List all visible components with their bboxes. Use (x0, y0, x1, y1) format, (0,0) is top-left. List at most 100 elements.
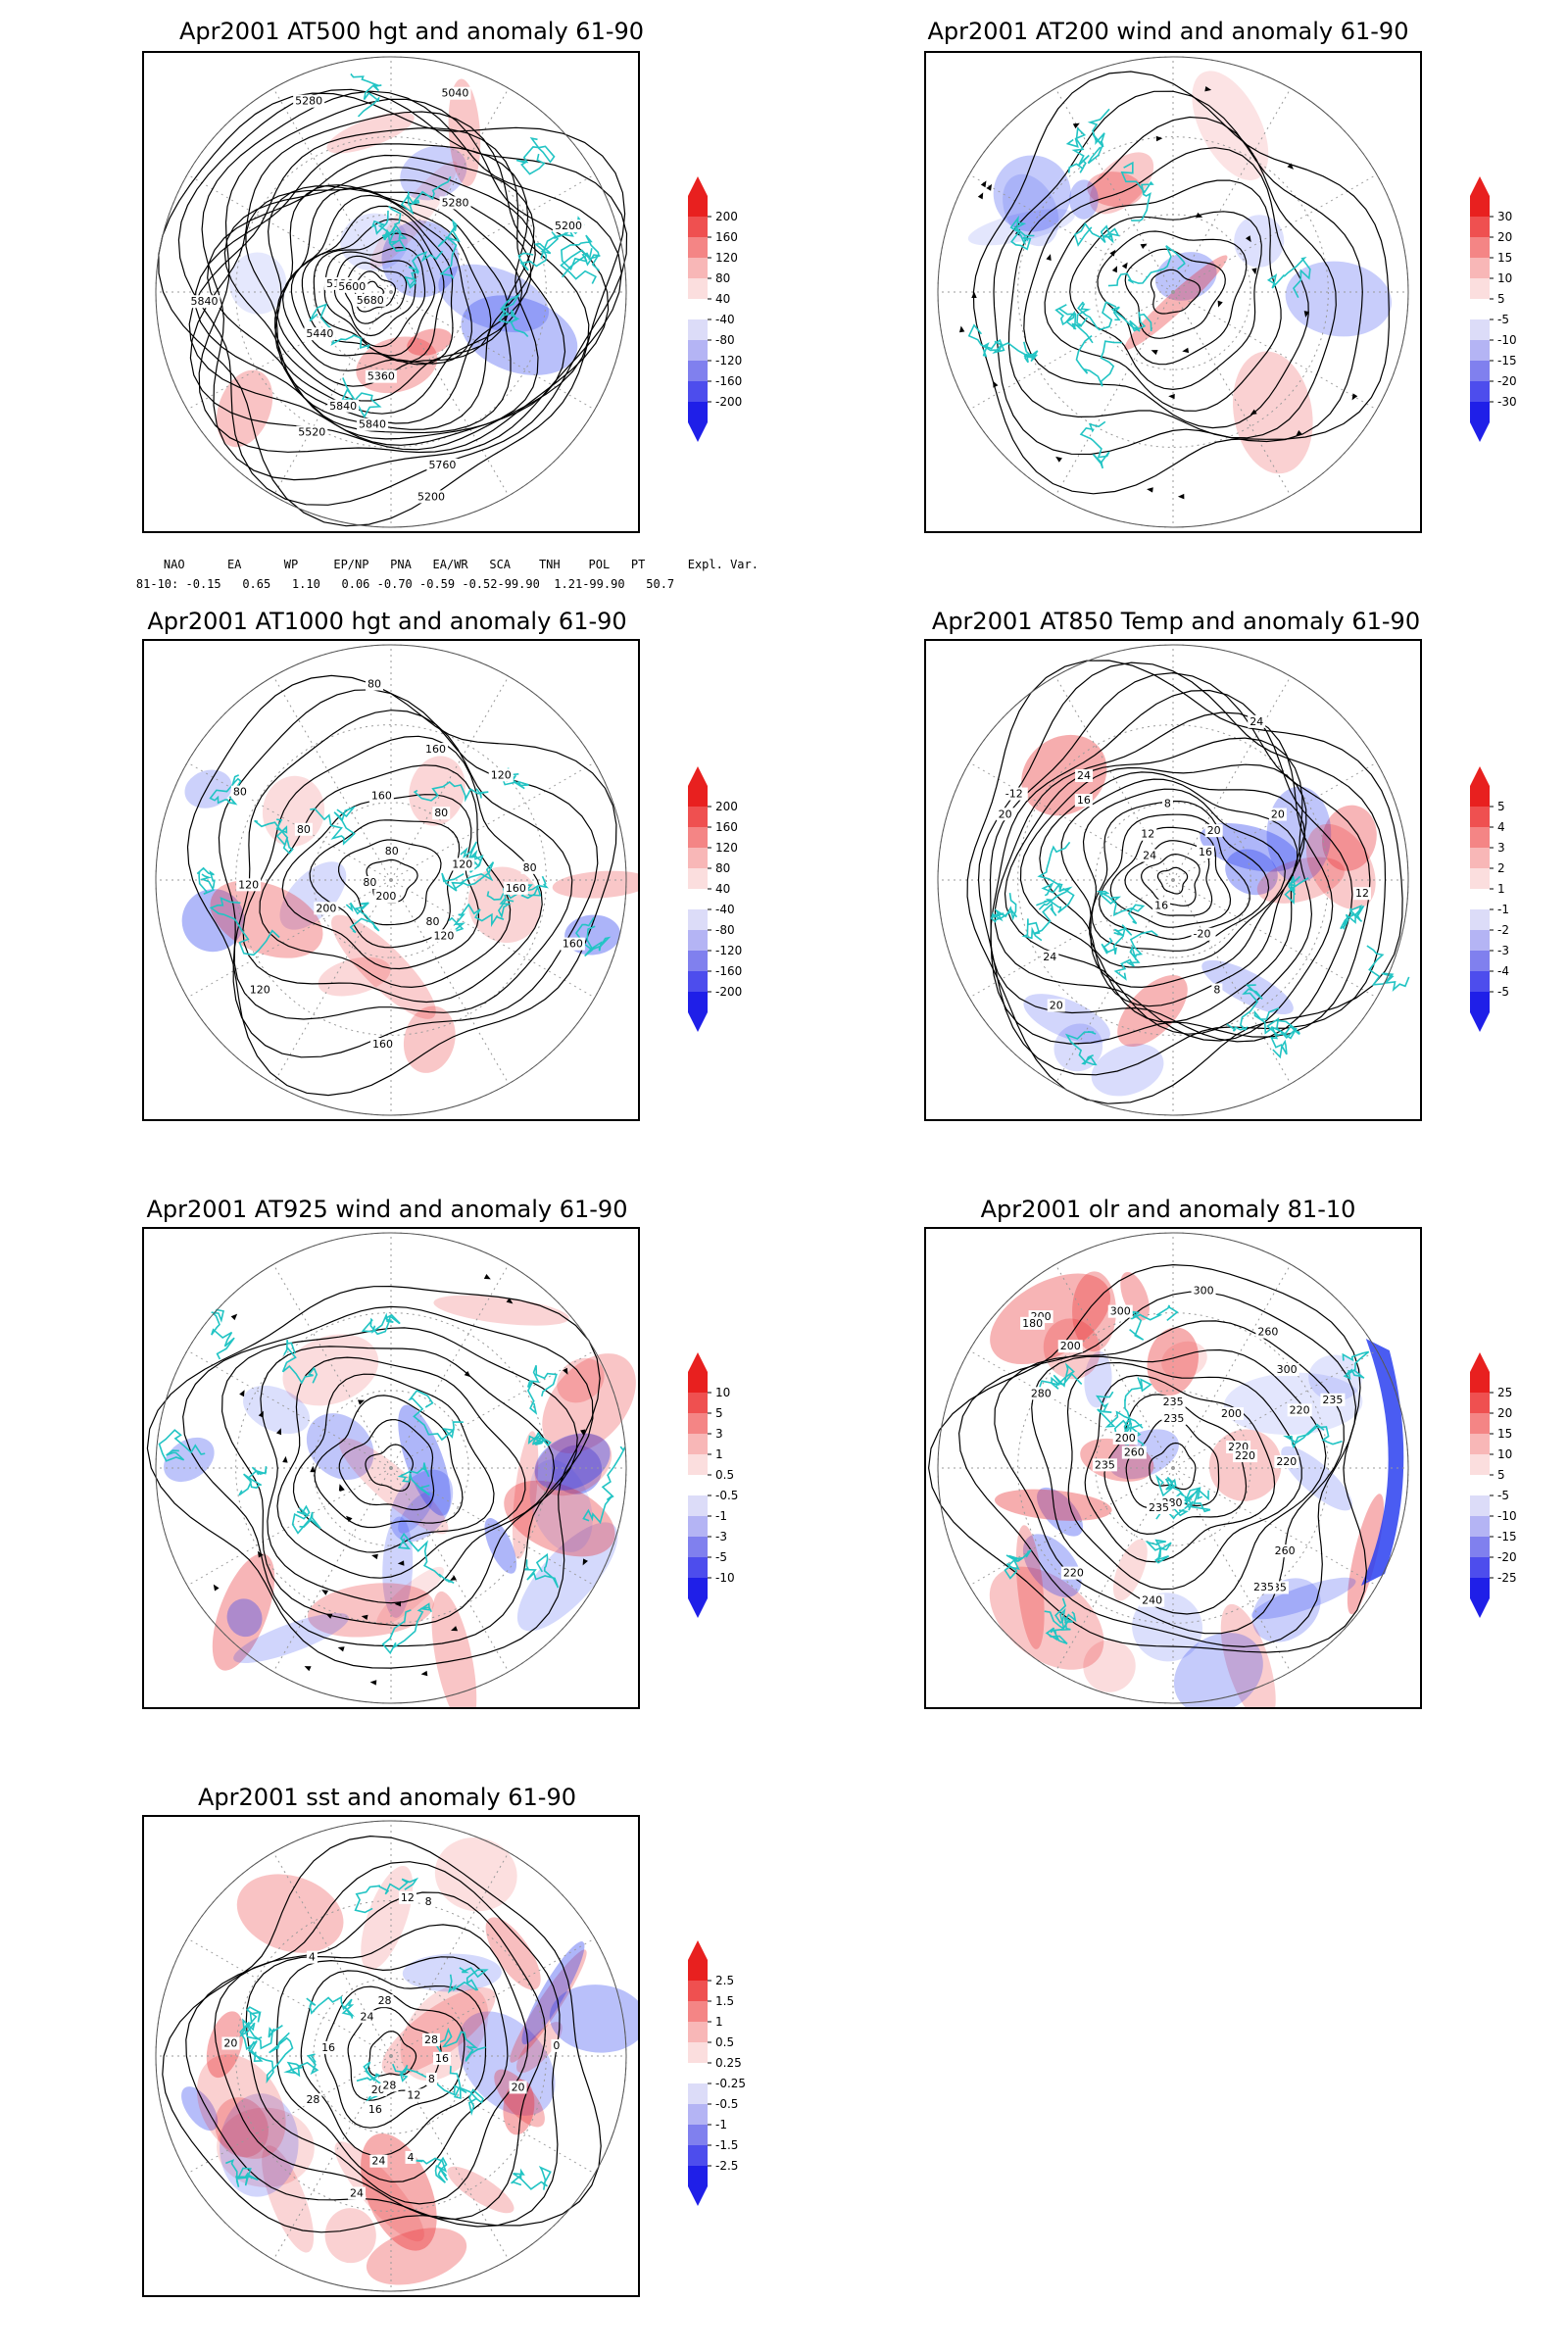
colorbar-label: -120 (715, 354, 742, 368)
contour-line (158, 92, 626, 527)
colorbar-label: -1.5 (715, 2138, 738, 2152)
contour-label: 28 (424, 2034, 438, 2046)
colorbar-segment (688, 2083, 708, 2104)
contour-label-bg (365, 369, 397, 383)
contour-line (1084, 1374, 1276, 1563)
colorbar-label: -80 (715, 923, 735, 937)
coastline (1366, 945, 1410, 992)
contour-label-bg (230, 785, 249, 799)
positive-anomaly-area (324, 2208, 376, 2264)
wind-arrow (1250, 409, 1257, 416)
negative-anomaly-area (1250, 1577, 1356, 1620)
contour-label: 260 (1257, 1326, 1278, 1339)
wind-arrow (369, 1680, 377, 1686)
coastline (350, 73, 382, 118)
contour-label: 300 (1194, 1284, 1214, 1297)
contour-label-bg (382, 844, 401, 858)
negative-anomaly-area (381, 220, 460, 298)
wind-arrow (958, 325, 965, 333)
contour-label: 5760 (428, 459, 456, 471)
contour-label-bg (354, 293, 386, 307)
index-row-label: 81-10: (135, 577, 179, 591)
coastline (413, 2156, 449, 2183)
colorbar-segment (688, 930, 708, 951)
wind-arrow (582, 1558, 588, 1566)
contour-line (245, 178, 532, 424)
positive-anomaly-area (552, 870, 638, 899)
contour-line (1060, 778, 1298, 989)
colorbar-segment (688, 909, 708, 930)
coastline (1113, 930, 1158, 981)
contour-label-bg (1141, 849, 1159, 862)
wind-arrow (1196, 212, 1203, 218)
contour-label-bg (405, 2150, 416, 2164)
contour-label: 5200 (417, 490, 445, 503)
colorbar-at925: 10 5 3 1 0.5 -0.5 -1 -3 -5 -10 (688, 1352, 738, 1618)
contour-label: 20 (1271, 808, 1285, 821)
contour-label-bg (421, 2033, 440, 2046)
coastline (1266, 1017, 1300, 1040)
wind-arrow (451, 1626, 459, 1632)
wind-arrow (1177, 493, 1185, 500)
contour-label: 16 (1199, 846, 1212, 858)
negative-anomaly-area (1154, 252, 1217, 301)
colorbar-segment (688, 2063, 708, 2083)
map-frame-at500: 5840584052805280520051205200504053605440… (142, 51, 640, 533)
wind-arrow (993, 380, 999, 388)
positive-anomaly-area (282, 1334, 379, 1406)
index-header-pol: POL (588, 558, 611, 571)
positive-anomaly-area (542, 1353, 636, 1453)
index-header-sca: SCA (489, 558, 512, 571)
colorbar-label: -2.5 (715, 2159, 738, 2173)
coastline (1110, 306, 1152, 332)
contour-label: 20 (1207, 824, 1221, 837)
colorbar-segment (688, 2001, 708, 2022)
colorbar-label: 1 (1497, 882, 1505, 896)
coastline (1009, 215, 1035, 251)
colorbar-segment (688, 2042, 708, 2063)
anomaly-shading-at200 (967, 71, 1392, 474)
wind-arrow (1251, 268, 1257, 275)
positive-anomaly-area (318, 956, 391, 997)
contour-line (337, 839, 442, 926)
negative-anomaly-area (1234, 215, 1285, 268)
coastline (486, 888, 518, 919)
contour-label: 220 (1276, 1455, 1297, 1468)
positive-anomaly-area (216, 369, 273, 448)
wind-arrow (258, 1410, 264, 1418)
contour-label-bg (1152, 899, 1171, 912)
contour-label: 80 (426, 915, 440, 928)
colorbar-label: -15 (1497, 1530, 1517, 1544)
coastline (239, 2018, 264, 2063)
colorbar-segment (688, 1495, 708, 1516)
coastline (1064, 1031, 1098, 1066)
contour-line (333, 255, 416, 337)
contour-label: 200 (1221, 1407, 1242, 1420)
panel-title-at925: Apr2001 AT925 wind and anomaly 61-90 (146, 1196, 628, 1223)
colorbar-segment (1470, 786, 1490, 807)
colorbar-segment (688, 2125, 708, 2145)
colorbar-segment (1470, 889, 1490, 909)
coastline (526, 1365, 558, 1415)
contour-label: 5200 (555, 220, 582, 232)
colorbar-label: -120 (715, 944, 742, 957)
contour-label-bg (1003, 787, 1028, 801)
coastline (408, 1390, 464, 1442)
colorbar-label: -5 (1497, 313, 1509, 326)
contour-label: 80 (385, 845, 399, 858)
negative-anomaly-area (993, 155, 1071, 232)
negative-anomaly-area (164, 1437, 215, 1483)
contour-label: 16 (368, 2103, 382, 2116)
colorbar-segment (1470, 1393, 1490, 1413)
coastline (1282, 1423, 1343, 1448)
positive-anomaly-area (516, 2022, 563, 2074)
panel-title-at500: Apr2001 AT500 hgt and anomaly 61-90 (178, 18, 645, 45)
contour-label-bg (358, 2010, 376, 2024)
contour-line (273, 184, 509, 402)
contour-label: 235 (1149, 1501, 1169, 1514)
map-boundary (155, 1232, 627, 1704)
colorbar-top-arrow (1470, 766, 1490, 786)
colorbar-label: -200 (715, 985, 742, 999)
contour-line (314, 1395, 464, 1529)
